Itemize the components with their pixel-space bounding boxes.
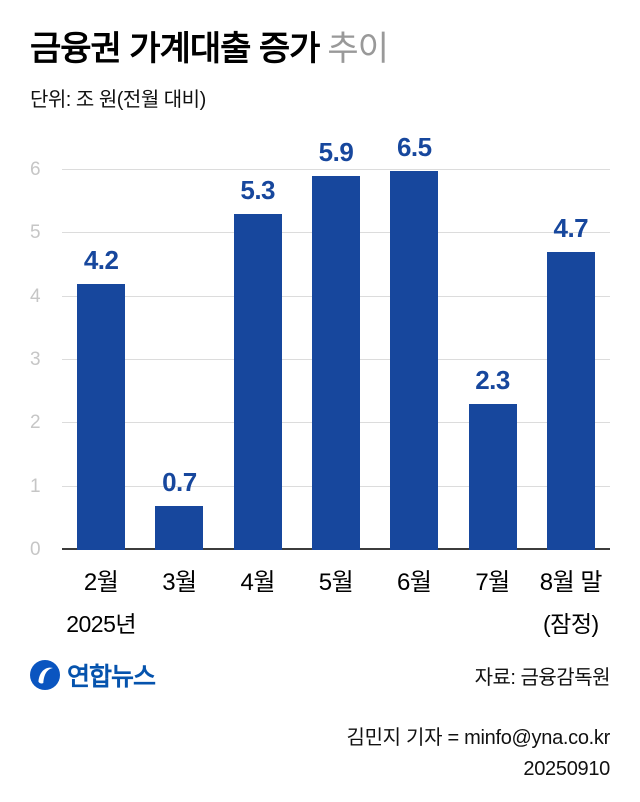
bar-row: 4.2 0.7 5.3 5.9 6.5 2.3 4.7 [62, 132, 610, 551]
x-axis-sublabel [453, 605, 531, 633]
reporter-credit: 김민지 기자 = minfo@yna.co.kr [346, 727, 610, 750]
gridline-6 [62, 169, 610, 171]
x-axis-column: 4월 [219, 562, 297, 639]
bar [468, 404, 517, 551]
bar-value-label: 5.3 [240, 175, 276, 206]
x-axis-column: 7월 [453, 562, 531, 639]
x-axis-category-label: 8월 말 [539, 569, 603, 597]
bar-column-5월: 5.9 [297, 132, 375, 551]
x-axis-category-label: 7월 [475, 569, 510, 597]
ytick-label-0: 0 [30, 539, 41, 561]
bar-value-label: 5.9 [318, 137, 354, 168]
bar-chart: 4.2 0.7 5.3 5.9 6.5 2.3 4.7 0 1 2 3 4 5 6 2월 2025년 3월 4… [30, 132, 610, 639]
credit-block: 김민지 기자 = minfo@yna.co.kr 20250910 [30, 723, 610, 785]
ytick-label-6: 6 [30, 159, 41, 181]
agency-logo-text: 연합뉴스 [67, 663, 156, 692]
title-sub: 추이 [327, 30, 389, 68]
x-axis-column: 5월 [297, 562, 375, 639]
bar [155, 505, 204, 551]
bar-column-8월 말: 4.7 [532, 132, 610, 551]
yonhap-logo-icon [30, 660, 60, 691]
x-axis-category-label: 5월 [318, 569, 354, 597]
bar-column-2월: 4.2 [62, 132, 140, 551]
x-axis-category-label: 3월 [162, 569, 197, 597]
ytick-label-4: 4 [30, 285, 41, 307]
agency-logo: 연합뉴스 [30, 657, 156, 693]
x-axis-sublabel: (잠정) [543, 611, 599, 638]
bar [233, 214, 282, 551]
bar-value-label: 2.3 [475, 365, 510, 396]
x-axis-category-label: 2월 [83, 569, 119, 597]
bar [311, 176, 360, 551]
x-axis-column: 6월 [375, 562, 453, 639]
bar-column-3월: 0.7 [140, 132, 218, 551]
bar-value-label: 4.7 [553, 213, 589, 244]
bar [390, 171, 439, 551]
publish-date: 20250910 [523, 758, 610, 781]
x-axis-column: 2월 2025년 [62, 562, 140, 639]
footer-row: 연합뉴스 자료: 금융감독원 [30, 657, 611, 693]
x-axis-category-label: 4월 [240, 569, 275, 597]
bar-column-6월: 6.5 [375, 132, 453, 551]
unit-label: 단위: 조 원(전월 대비) [30, 89, 206, 112]
title-main: 금융권 가계대출 증가 [30, 30, 320, 68]
x-axis-sublabel [375, 605, 453, 633]
bar-value-label: 4.2 [83, 245, 119, 276]
ytick-label-1: 1 [30, 475, 41, 497]
ytick-label-5: 5 [30, 222, 41, 244]
bar [77, 284, 126, 551]
bar-column-4월: 5.3 [219, 132, 297, 551]
x-axis-sublabel: 2025년 [66, 611, 137, 638]
x-axis-column: 3월 [140, 562, 218, 639]
x-axis-labels: 2월 2025년 3월 4월 5월 6월 7월 8월 말 (잠정) [62, 562, 610, 639]
data-source: 자료: 금융감독원 [474, 666, 611, 689]
ytick-label-3: 3 [30, 349, 41, 371]
plot-area: 4.2 0.7 5.3 5.9 6.5 2.3 4.7 0 1 2 3 4 5 6 [30, 132, 610, 560]
page-title: 금융권 가계대출 증가 추이 [30, 30, 610, 69]
bar-value-label: 0.7 [162, 466, 197, 497]
bar-column-7월: 2.3 [453, 132, 531, 551]
bar [546, 252, 595, 551]
x-axis-sublabel [219, 605, 297, 633]
x-axis-sublabel [140, 605, 218, 633]
x-axis-category-label: 6월 [397, 569, 432, 597]
ytick-label-2: 2 [30, 412, 41, 434]
bar-value-label: 6.5 [396, 132, 432, 163]
x-axis-sublabel [297, 605, 375, 633]
x-axis-column: 8월 말 (잠정) [532, 562, 610, 639]
